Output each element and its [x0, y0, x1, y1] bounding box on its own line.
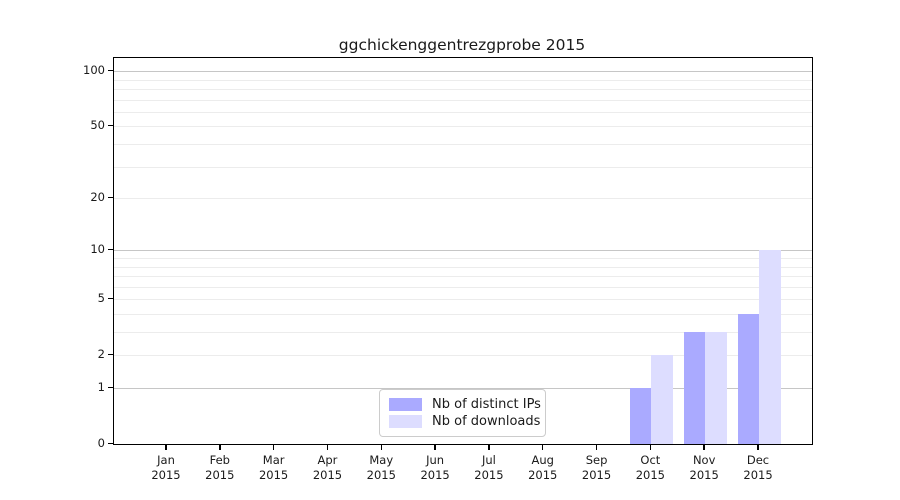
x-tick-mark: [434, 445, 436, 450]
legend: Nb of distinct IPs Nb of downloads: [379, 389, 546, 437]
x-tick-label: Jan 2015: [151, 453, 181, 482]
x-tick-mark: [649, 445, 652, 450]
x-tick-mark: [272, 445, 275, 450]
legend-swatch-distinct-ips-icon: [389, 397, 422, 411]
y-tick-label: 50: [90, 118, 105, 133]
bar-downloads-nov: [705, 332, 727, 444]
y-tick-label: 10: [90, 242, 105, 257]
y-tick-mark: [108, 442, 113, 444]
x-tick-label: Dec 2015: [743, 453, 773, 482]
bar-distinct-ips-oct: [629, 388, 652, 444]
gridline-minor: [114, 144, 812, 146]
y-tick-mark: [108, 69, 113, 72]
x-tick-label: Sep 2015: [581, 453, 612, 482]
plot-area: [113, 57, 813, 445]
x-tick-mark: [326, 445, 329, 450]
y-tick-mark: [108, 353, 113, 356]
legend-swatch-downloads-icon: [389, 415, 422, 429]
gridline-minor: [114, 332, 812, 334]
legend-entry-downloads: Nb of downloads: [389, 415, 540, 429]
y-tick-mark: [108, 124, 113, 127]
legend-label-downloads: Nb of downloads: [432, 414, 541, 430]
x-tick-label: Apr 2015: [312, 453, 343, 482]
bar-downloads-oct: [651, 355, 673, 444]
legend-entry-distinct-ips: Nb of distinct IPs: [389, 397, 541, 411]
gridline-minor: [114, 99, 812, 101]
x-tick-mark: [703, 445, 705, 450]
x-tick-mark: [488, 445, 490, 450]
gridline-minor: [114, 355, 812, 357]
x-tick-label: Feb 2015: [205, 453, 235, 482]
y-tick-mark: [108, 248, 113, 251]
gridline-major: [114, 71, 812, 73]
chart-title: ggchickenggentrezgprobe 2015: [338, 36, 586, 54]
gridline-minor: [114, 111, 812, 113]
gridline-minor: [114, 313, 812, 315]
x-tick-label: Nov 2015: [689, 453, 719, 482]
gridline-minor: [114, 299, 812, 301]
gridline-minor: [114, 126, 812, 128]
x-tick-mark: [165, 445, 167, 450]
x-tick-mark: [757, 445, 759, 450]
gridline-minor: [114, 89, 812, 91]
x-tick-mark: [380, 445, 383, 450]
y-tick-label: 2: [97, 347, 105, 362]
x-tick-label: Oct 2015: [635, 453, 666, 482]
y-tick-label: 1: [97, 380, 105, 394]
x-tick-label: May 2015: [366, 453, 396, 482]
gridline-major: [114, 250, 812, 252]
bar-distinct-ips-dec: [737, 313, 760, 444]
x-tick-mark: [595, 445, 598, 450]
gridline-minor: [114, 166, 812, 168]
gridline-minor: [114, 198, 812, 200]
y-tick-label: 20: [90, 190, 105, 205]
x-tick-label: Aug 2015: [528, 453, 558, 482]
x-tick-label: Jun 2015: [420, 453, 450, 482]
y-tick-mark: [108, 196, 113, 199]
y-tick-label: 100: [83, 63, 105, 78]
x-tick-mark: [541, 445, 544, 450]
x-tick-mark: [219, 445, 221, 450]
gridline-minor: [114, 266, 812, 268]
bar-downloads-dec: [759, 250, 781, 444]
legend-label-distinct-ips: Nb of distinct IPs: [432, 396, 541, 412]
x-tick-label: Jul 2015: [474, 453, 504, 482]
gridline-major: [114, 388, 812, 389]
y-tick-mark: [108, 386, 113, 388]
x-tick-label: Mar 2015: [258, 453, 289, 482]
gridline-minor: [114, 286, 812, 288]
gridline-minor: [114, 258, 812, 259]
gridline-minor: [114, 276, 812, 278]
gridline-minor: [114, 79, 812, 81]
y-tick-label: 0: [97, 436, 105, 450]
y-tick-label: 5: [97, 291, 105, 306]
bar-distinct-ips-nov: [683, 332, 706, 444]
y-tick-mark: [108, 297, 113, 300]
